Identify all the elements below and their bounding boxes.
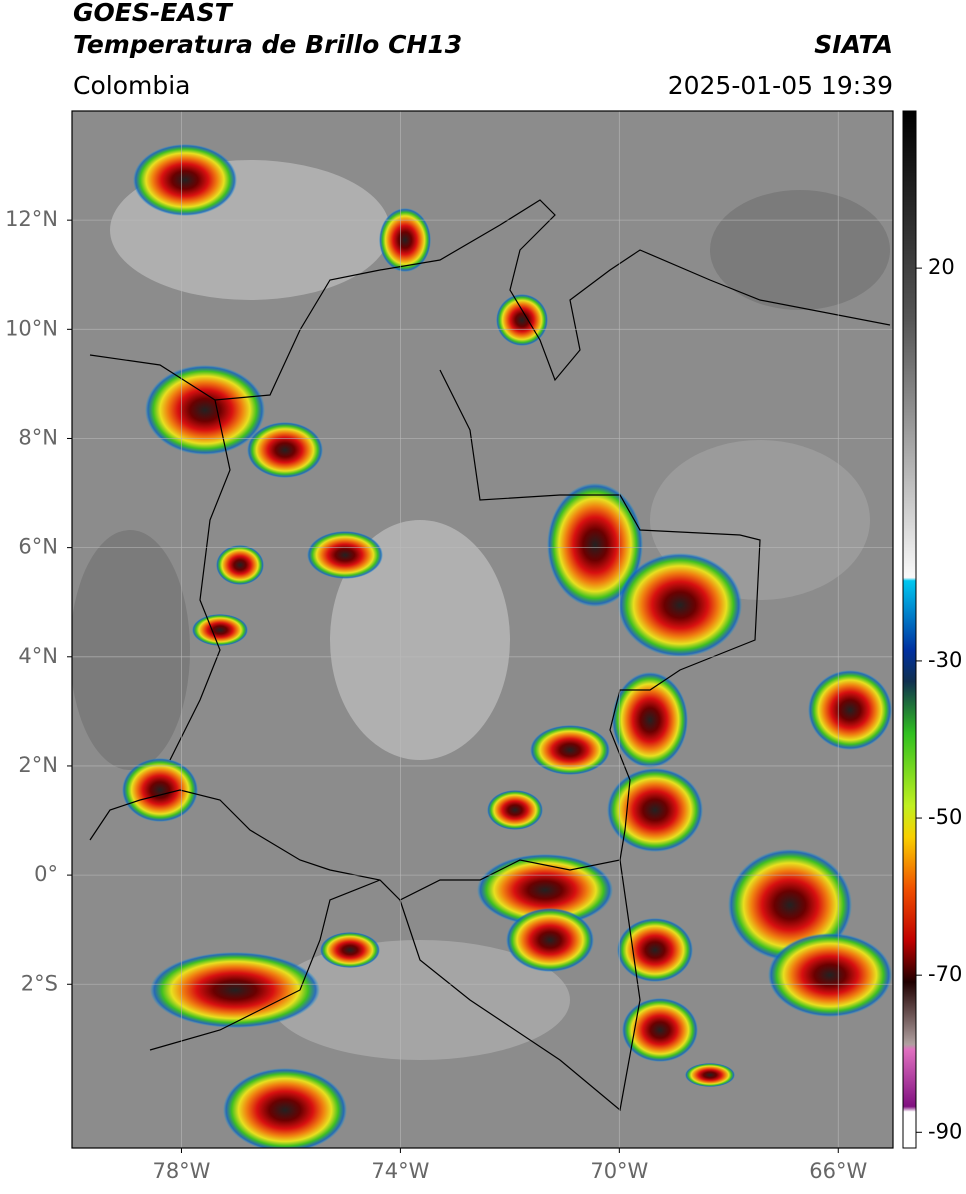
lat-tick-label: 10°N bbox=[5, 316, 58, 340]
colorbar-tick-label: 20 bbox=[928, 255, 955, 279]
cloud-top bbox=[607, 768, 703, 852]
cloud-top bbox=[487, 790, 543, 830]
colorbar-tick-label: -30 bbox=[928, 648, 962, 672]
cloud-top bbox=[496, 294, 548, 346]
cloud-top bbox=[150, 952, 320, 1028]
cloud-top bbox=[685, 1063, 735, 1087]
colorbar-tick-label: -70 bbox=[928, 962, 962, 986]
cloud-top bbox=[618, 553, 742, 657]
cloud-top bbox=[612, 672, 688, 768]
cloud-top bbox=[617, 918, 693, 982]
cloud-top bbox=[506, 908, 594, 972]
region: Colombia bbox=[73, 71, 190, 100]
lon-tick-label: 78°W bbox=[152, 1159, 210, 1183]
cloud-top bbox=[808, 670, 892, 750]
satellite-image bbox=[72, 111, 893, 1148]
cloud-top bbox=[477, 854, 613, 926]
colorbar-tick-label: -50 bbox=[928, 805, 962, 829]
cloud-top bbox=[145, 365, 265, 455]
cloud-top bbox=[320, 932, 380, 968]
colorbar-tick-label: -90 bbox=[928, 1119, 962, 1143]
source: SIATA bbox=[814, 30, 893, 59]
lat-tick-label: 8°N bbox=[18, 425, 58, 449]
cloud-top bbox=[216, 545, 264, 585]
lat-tick-label: 0° bbox=[34, 862, 58, 886]
colorbar bbox=[902, 110, 917, 1149]
lat-tick-label: 12°N bbox=[5, 207, 58, 231]
lat-tick-label: 4°N bbox=[18, 644, 58, 668]
lon-tick-label: 74°W bbox=[371, 1159, 429, 1183]
datetime: 2025-01-05 19:39 bbox=[668, 71, 893, 100]
lat-tick-label: 6°N bbox=[18, 535, 58, 559]
cloud-top bbox=[247, 422, 323, 478]
cloud-top bbox=[379, 208, 431, 272]
cloud-top bbox=[133, 144, 237, 216]
cloud-top bbox=[307, 531, 383, 579]
lat-tick-label: 2°S bbox=[21, 971, 58, 995]
lat-tick-label: 2°N bbox=[18, 753, 58, 777]
cloud-top bbox=[622, 998, 698, 1062]
title: GOES-EAST bbox=[73, 0, 234, 27]
cloud-top bbox=[768, 933, 892, 1017]
lon-tick-label: 70°W bbox=[590, 1159, 648, 1183]
cloud-top bbox=[122, 758, 198, 822]
subtitle: Temperatura de Brillo CH13 bbox=[73, 30, 462, 59]
cloud-top bbox=[223, 1068, 347, 1148]
cloud-top bbox=[530, 725, 610, 775]
lon-tick-label: 66°W bbox=[809, 1159, 867, 1183]
cloud-top bbox=[728, 849, 852, 961]
cloud-top bbox=[192, 614, 248, 646]
map-frame bbox=[71, 110, 894, 1149]
